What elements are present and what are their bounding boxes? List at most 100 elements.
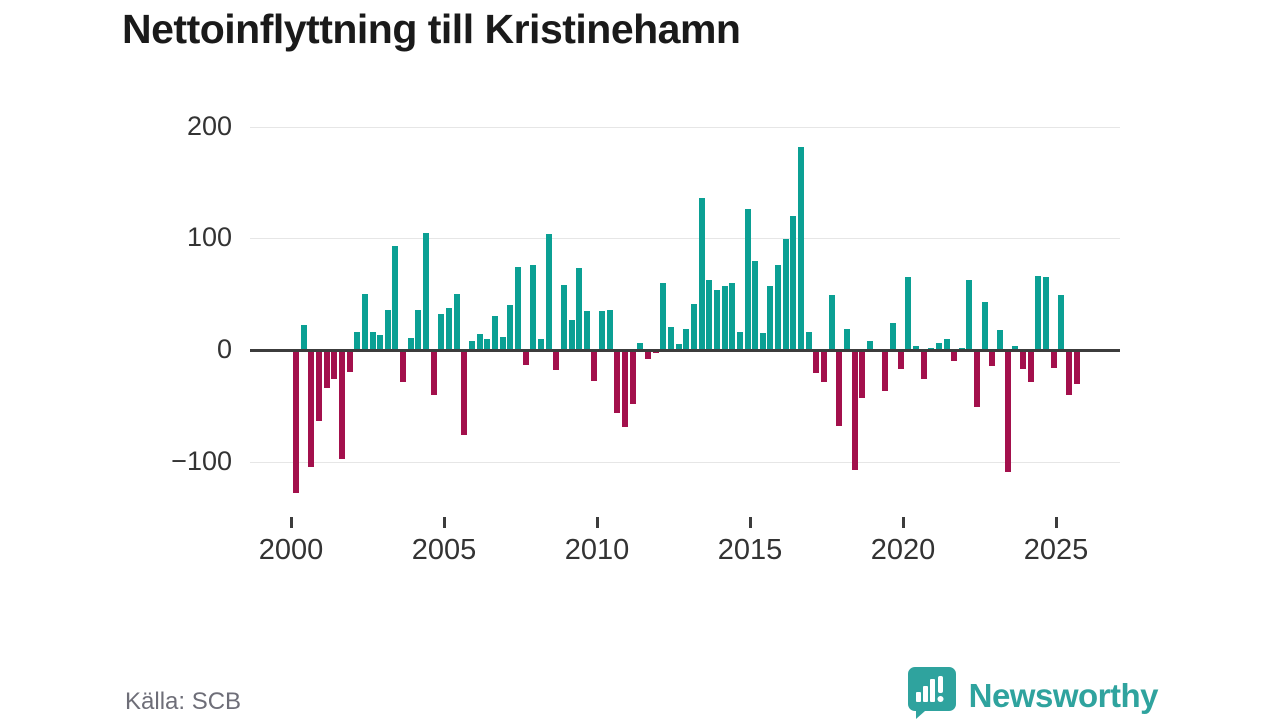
y-axis-tick-label: 200 xyxy=(186,111,232,141)
bar xyxy=(484,339,490,350)
bar xyxy=(783,239,789,350)
bar xyxy=(507,305,513,350)
bar xyxy=(446,308,452,350)
bar xyxy=(591,350,597,381)
bar xyxy=(913,346,919,350)
bar xyxy=(989,350,995,366)
bar xyxy=(347,350,353,372)
y-axis-tick-label: 100 xyxy=(186,222,232,252)
bar xyxy=(951,350,957,361)
x-axis-tick-label: 2000 xyxy=(258,534,324,566)
bar xyxy=(668,327,674,350)
bar xyxy=(982,302,988,350)
x-axis-tick-label: 2010 xyxy=(564,534,630,566)
bar xyxy=(431,350,437,395)
bar xyxy=(362,294,368,350)
y-gridline xyxy=(250,462,1120,463)
bar xyxy=(339,350,345,459)
bar xyxy=(898,350,904,369)
bar xyxy=(354,332,360,350)
bar xyxy=(829,295,835,350)
newsworthy-logo-icon xyxy=(907,666,957,720)
bar xyxy=(569,320,575,350)
bar xyxy=(308,350,314,467)
bar xyxy=(454,294,460,350)
bar xyxy=(660,283,666,350)
bar xyxy=(966,280,972,350)
source-caption: Källa: SCB xyxy=(125,688,242,715)
bar xyxy=(813,350,819,373)
x-axis-tick xyxy=(902,517,905,528)
y-gridline xyxy=(250,127,1120,128)
x-axis-tick xyxy=(290,517,293,528)
bar xyxy=(859,350,865,398)
bar xyxy=(997,330,1003,350)
bar xyxy=(408,338,414,350)
bar xyxy=(622,350,628,427)
bar xyxy=(699,198,705,350)
bar xyxy=(461,350,467,435)
bar xyxy=(745,209,751,350)
bar xyxy=(1005,350,1011,472)
bar xyxy=(1020,350,1026,369)
bar xyxy=(370,332,376,350)
bar xyxy=(423,233,429,350)
x-axis-tick-label: 2005 xyxy=(411,534,477,566)
bar xyxy=(614,350,620,413)
x-axis-tick-label: 2015 xyxy=(717,534,783,566)
bar xyxy=(944,339,950,350)
bar xyxy=(921,350,927,379)
bar xyxy=(377,335,383,350)
bar xyxy=(882,350,888,391)
bar xyxy=(607,310,613,350)
x-axis-tick xyxy=(749,517,752,528)
bar xyxy=(867,341,873,350)
bar xyxy=(1012,346,1018,350)
bar xyxy=(316,350,322,421)
y-axis-tick-label: 0 xyxy=(216,334,232,364)
bar xyxy=(1043,277,1049,350)
bar xyxy=(1028,350,1034,382)
bar xyxy=(561,285,567,350)
bar xyxy=(576,268,582,350)
bar xyxy=(798,147,804,350)
y-gridline xyxy=(250,238,1120,239)
bar xyxy=(415,310,421,350)
x-axis-tick xyxy=(443,517,446,528)
zero-baseline xyxy=(250,349,1120,352)
x-axis-tick xyxy=(1055,517,1058,528)
bar xyxy=(1051,350,1057,368)
x-axis-tick-label: 2025 xyxy=(1023,534,1089,566)
bar xyxy=(844,329,850,350)
bar xyxy=(737,332,743,350)
bar xyxy=(530,265,536,350)
bar xyxy=(683,329,689,350)
bar xyxy=(806,332,812,350)
y-axis-tick-label: −100 xyxy=(171,446,232,476)
bar xyxy=(637,343,643,350)
bar xyxy=(400,350,406,382)
brand-footer: Newsworthy xyxy=(907,666,1159,720)
bar xyxy=(584,311,590,350)
x-axis-tick-label: 2020 xyxy=(870,534,936,566)
bar xyxy=(905,277,911,350)
bar xyxy=(1066,350,1072,395)
bar xyxy=(630,350,636,404)
bar xyxy=(752,261,758,350)
bar xyxy=(890,323,896,350)
bar xyxy=(974,350,980,407)
bar xyxy=(691,304,697,350)
newsworthy-logo-text: Newsworthy xyxy=(968,676,1159,714)
bar xyxy=(676,344,682,350)
bar xyxy=(836,350,842,426)
bar xyxy=(553,350,559,370)
bar xyxy=(538,339,544,350)
chart-title: Nettoinflyttning till Kristinehamn xyxy=(122,6,741,52)
bar xyxy=(492,316,498,350)
bar xyxy=(515,267,521,350)
bar xyxy=(852,350,858,470)
bar xyxy=(392,246,398,350)
bar xyxy=(775,265,781,350)
